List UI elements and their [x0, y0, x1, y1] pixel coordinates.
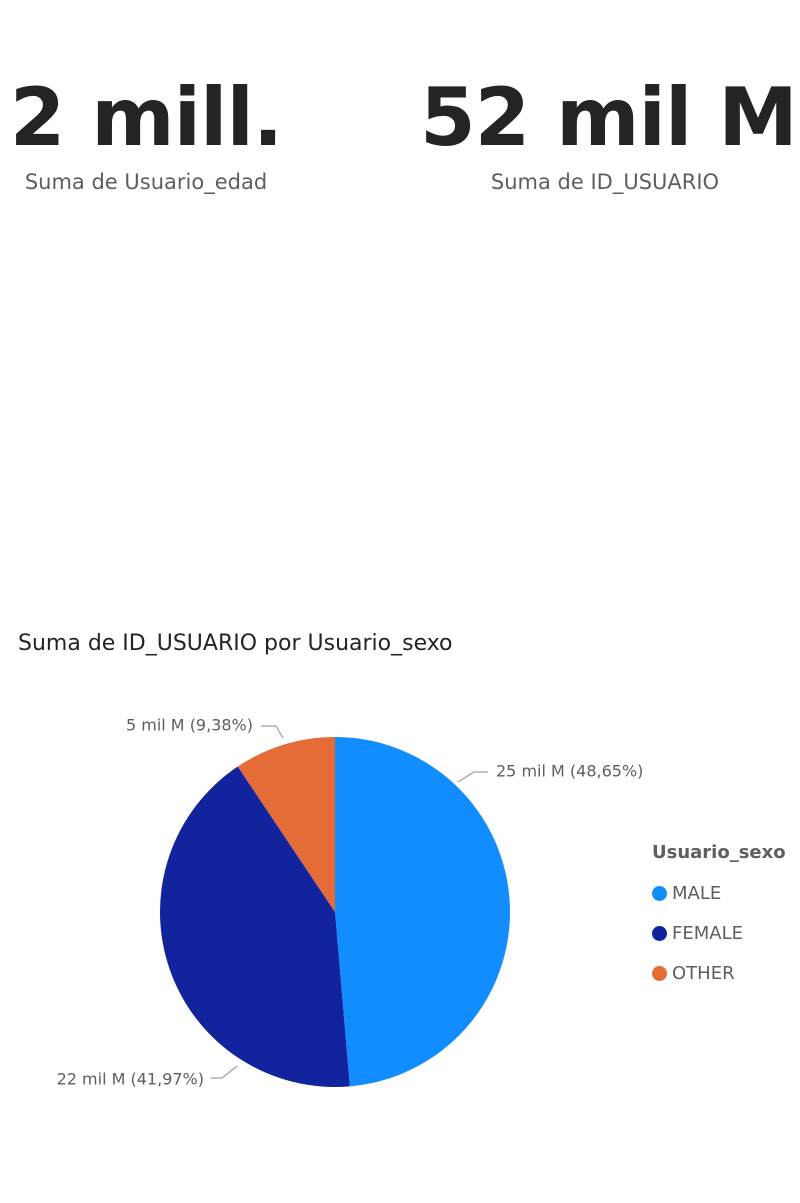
- data-label-male: 25 mil M (48,65%): [496, 762, 643, 781]
- legend-label: FEMALE: [672, 922, 743, 944]
- legend-dot-icon: [652, 925, 667, 941]
- pie-slice-male[interactable]: [335, 737, 510, 1087]
- legend-label: MALE: [672, 882, 722, 904]
- legend-item-male[interactable]: MALE: [652, 873, 786, 913]
- kpi-card-usuario-edad: 2 mill. Suma de Usuario_edad: [0, 71, 292, 195]
- leader-line-male: [457, 771, 488, 783]
- legend-item-female[interactable]: FEMALE: [652, 913, 786, 953]
- kpi-value: 52 mil M: [420, 71, 798, 164]
- leader-line-other: [261, 725, 284, 739]
- chart-title: Suma de ID_USUARIO por Usuario_sexo: [18, 631, 453, 656]
- pie-slice-other[interactable]: [237, 737, 335, 912]
- data-label-other: 5 mil M (9,38%): [126, 716, 253, 735]
- chart-legend: Usuario_sexo MALE FEMALE OTHER: [652, 842, 786, 993]
- kpi-value: 2 mill.: [9, 71, 284, 164]
- legend-title: Usuario_sexo: [652, 842, 786, 863]
- pie-slice-female[interactable]: [160, 766, 350, 1087]
- kpi-label: Suma de Usuario_edad: [24, 170, 268, 194]
- leader-line-female: [211, 1065, 238, 1079]
- legend-dot-icon: [652, 885, 667, 901]
- legend-dot-icon: [652, 965, 667, 981]
- legend-item-other[interactable]: OTHER: [652, 953, 786, 993]
- kpi-label: Suma de ID_USUARIO: [490, 170, 720, 194]
- legend-label: OTHER: [672, 962, 735, 984]
- kpi-card-id-usuario: 52 mil M Suma de ID_USUARIO: [420, 71, 798, 195]
- data-label-female: 22 mil M (41,97%): [57, 1070, 204, 1089]
